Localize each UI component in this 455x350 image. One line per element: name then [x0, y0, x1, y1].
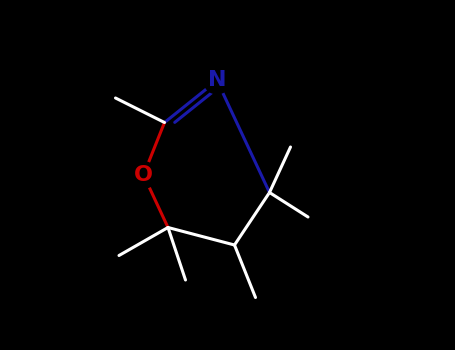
Text: O: O	[134, 165, 153, 185]
Circle shape	[130, 162, 157, 188]
Text: N: N	[208, 70, 226, 91]
Circle shape	[204, 67, 230, 94]
